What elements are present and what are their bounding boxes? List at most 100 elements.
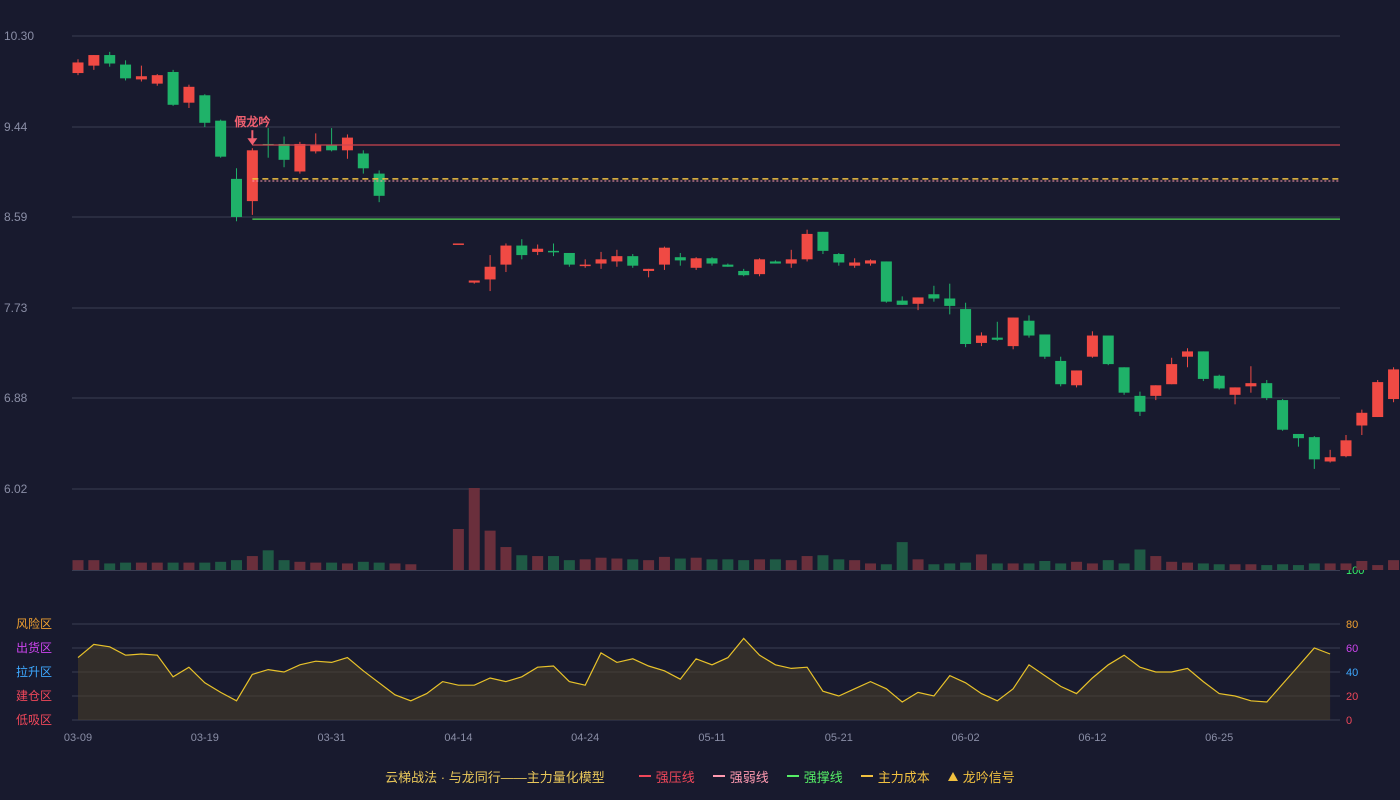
candle-body-39: [690, 258, 702, 268]
y-tick-label-5: 6.02: [4, 482, 28, 496]
candle-34: [611, 249, 623, 267]
candle-69: [1166, 357, 1178, 385]
legend-item-cost[interactable]: 主力成本: [860, 767, 930, 786]
chart-legend: 云梯战法 · 与龙同行——主力量化模型 强压线 强弱线 强撑线 主力成本 龙吟信…: [0, 764, 1400, 788]
candle-body-45: [785, 259, 797, 264]
candle-body-11: [246, 150, 258, 202]
volume-bar-59: [1007, 563, 1019, 570]
volume-bar-78: [1308, 563, 1320, 570]
candle-55: [944, 283, 956, 315]
volume-bar-21: [405, 564, 417, 570]
volume-bar-57: [975, 554, 987, 570]
candle-39: [690, 257, 702, 270]
candle-5: [151, 74, 163, 86]
candle-57: [975, 332, 987, 347]
candle-15: [310, 133, 322, 154]
candle-41: [722, 263, 734, 267]
candle-body-28: [516, 245, 528, 256]
volume-bar-72: [1213, 564, 1225, 570]
zone-label-0: 风险区: [16, 616, 52, 631]
volume-bar-14: [294, 561, 306, 570]
candle-body-77: [1292, 433, 1304, 439]
candle-80: [1340, 435, 1352, 458]
indicator-tick-1: 20: [1346, 691, 1358, 703]
candle-14: [294, 141, 306, 174]
volume-bar-44: [769, 559, 781, 570]
candle-body-18: [357, 153, 369, 169]
legend-swatch-cost: [860, 775, 873, 777]
candle-body-19: [373, 173, 385, 196]
candle-body-8: [199, 95, 211, 123]
indicator-tick-0: 0: [1346, 715, 1352, 727]
candle-body-38: [674, 257, 686, 261]
indicator-tick-4: 80: [1346, 619, 1358, 631]
candle-body-61: [1039, 334, 1051, 357]
candle-10: [231, 168, 242, 222]
candle-body-48: [833, 254, 845, 263]
volume-bar-67: [1134, 549, 1146, 570]
candle-body-35: [627, 256, 639, 266]
x-tick-label-3: 04-14: [444, 732, 472, 744]
candle-45: [785, 249, 797, 268]
candle-49: [849, 258, 861, 268]
candle-body-17: [341, 137, 353, 151]
x-tick-label-2: 03-31: [318, 732, 346, 744]
candle-59: [1007, 317, 1019, 350]
legend-item-support[interactable]: 强撑线: [786, 767, 843, 786]
x-tick-label-0: 03-09: [64, 732, 92, 744]
indicator-tick-3: 60: [1346, 643, 1358, 655]
volume-bar-71: [1197, 563, 1209, 570]
candle-body-53: [912, 297, 924, 304]
x-tick-label-4: 04-24: [571, 732, 599, 744]
candle-30: [548, 243, 559, 257]
candle-body-64: [1086, 335, 1098, 357]
candle-56: [960, 302, 972, 348]
indicator-series: [77, 637, 1331, 720]
candle-18: [357, 150, 369, 174]
candle-9: [215, 119, 227, 158]
legend-item-signal[interactable]: 龙吟信号: [947, 767, 1015, 786]
candle-50: [865, 259, 876, 266]
candle-body-73: [1229, 387, 1241, 395]
volume-bar-32: [579, 559, 591, 570]
x-tick-label-7: 06-02: [952, 732, 980, 744]
candle-19: [373, 170, 385, 203]
candle-body-33: [595, 259, 607, 264]
candle-body-56: [960, 309, 972, 344]
volume-bar-33: [595, 557, 607, 570]
volume-bar-53: [912, 559, 924, 570]
volume-bar-10: [231, 560, 242, 570]
candle-body-43: [754, 259, 766, 275]
candle-body-57: [975, 335, 987, 343]
zone-label-3: 建仓区: [16, 689, 52, 703]
candle-77: [1292, 433, 1304, 447]
candle-38: [674, 252, 686, 266]
candle-body-66: [1118, 367, 1130, 393]
legend-item-weak[interactable]: 强弱线: [712, 767, 769, 786]
candle-body-26: [484, 266, 496, 280]
candles: [72, 51, 1400, 469]
volume-bar-24: [452, 529, 464, 570]
volume-bar-51: [880, 564, 892, 570]
candle-body-29: [532, 248, 544, 252]
volume-bar-12: [262, 550, 274, 570]
candle-body-44: [769, 261, 781, 264]
legend-item-pressure[interactable]: 强压线: [638, 767, 695, 786]
volume-bar-18: [357, 561, 369, 570]
volume-bar-43: [754, 559, 766, 570]
candle-28: [516, 239, 528, 260]
volume-bar-47: [817, 555, 829, 570]
volume-bar-46: [801, 556, 813, 570]
indicator-area: [78, 638, 1331, 720]
candle-body-72: [1213, 375, 1225, 389]
candle-44: [769, 260, 781, 264]
volume-bar-70: [1182, 562, 1193, 570]
candle-body-31: [563, 252, 575, 265]
candle-body-10: [231, 178, 242, 217]
candle-body-7: [183, 86, 195, 103]
indicator-line: [77, 637, 1331, 703]
candle-body-69: [1166, 364, 1178, 385]
candle-75: [1261, 379, 1273, 401]
candle-6: [167, 69, 179, 106]
candle-body-24: [452, 243, 464, 245]
